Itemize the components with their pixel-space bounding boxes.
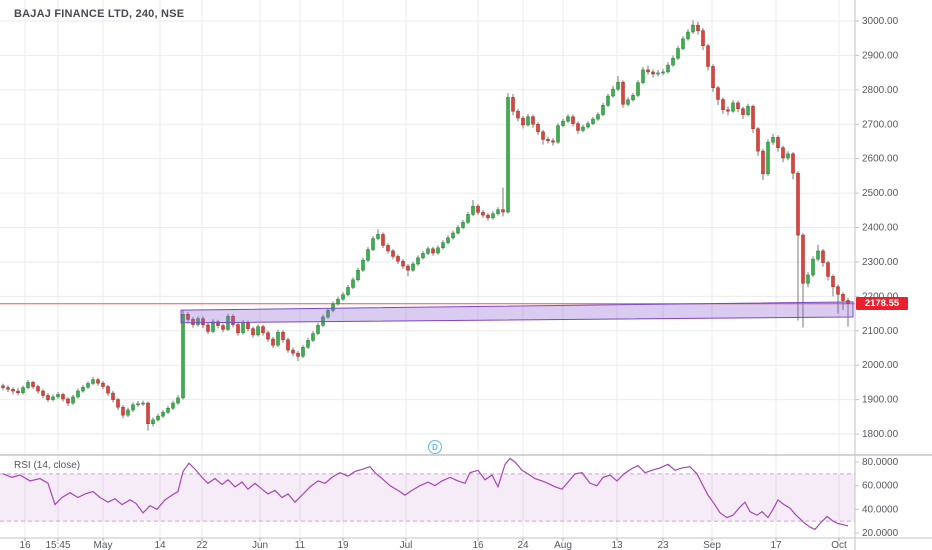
svg-text:1900.00: 1900.00 [862, 395, 899, 406]
svg-text:17: 17 [770, 540, 782, 550]
svg-text:Sep: Sep [703, 540, 721, 550]
rsi-line [2, 457, 849, 531]
dividend-marker[interactable]: D [428, 440, 442, 454]
svg-text:20.0000: 20.0000 [862, 528, 899, 539]
svg-text:16: 16 [19, 540, 31, 550]
svg-text:60.0000: 60.0000 [862, 481, 899, 492]
svg-text:80.0000: 80.0000 [862, 457, 899, 468]
svg-text:15:45: 15:45 [45, 540, 70, 550]
axis-labels: 3000.00 2900.00 2800.00 2700.00 2600.00 2500.… [19, 16, 898, 550]
svg-text:14: 14 [154, 540, 166, 550]
symbol-title[interactable]: BAJAJ FINANCE LTD, 240, NSE [14, 8, 185, 20]
svg-text:23: 23 [657, 540, 669, 550]
svg-text:May: May [94, 540, 113, 550]
svg-text:22: 22 [196, 540, 208, 550]
svg-text:40.0000: 40.0000 [862, 504, 899, 515]
svg-text:2900.00: 2900.00 [862, 50, 899, 61]
svg-text:2600.00: 2600.00 [862, 154, 899, 165]
svg-text:2000.00: 2000.00 [862, 360, 899, 371]
svg-text:Oct: Oct [831, 540, 847, 550]
svg-text:1800.00: 1800.00 [862, 429, 899, 440]
candles-series [1, 20, 850, 431]
price-axis[interactable] [855, 0, 932, 538]
svg-text:11: 11 [295, 540, 306, 550]
svg-text:2800.00: 2800.00 [862, 85, 899, 96]
svg-text:2100.00: 2100.00 [862, 326, 899, 337]
rsi-band [0, 473, 855, 522]
svg-text:Jun: Jun [252, 540, 268, 550]
svg-text:3000.00: 3000.00 [862, 16, 899, 27]
svg-text:2500.00: 2500.00 [862, 188, 899, 199]
grid [0, 0, 855, 538]
svg-text:2300.00: 2300.00 [862, 257, 899, 268]
last-price-label: 2178.55 [856, 297, 908, 311]
svg-text:13: 13 [611, 540, 623, 550]
svg-text:16: 16 [472, 540, 484, 550]
svg-text:2400.00: 2400.00 [862, 223, 899, 234]
svg-text:2700.00: 2700.00 [862, 119, 899, 130]
svg-text:Aug: Aug [554, 540, 572, 550]
svg-text:19: 19 [337, 540, 349, 550]
support-zone[interactable] [180, 301, 854, 324]
svg-text:Jul: Jul [400, 540, 413, 550]
rsi-indicator-label[interactable]: RSI (14, close) [14, 460, 81, 471]
svg-text:24: 24 [517, 540, 529, 550]
svg-text:2200.00: 2200.00 [862, 291, 899, 302]
time-axis[interactable] [0, 538, 932, 550]
